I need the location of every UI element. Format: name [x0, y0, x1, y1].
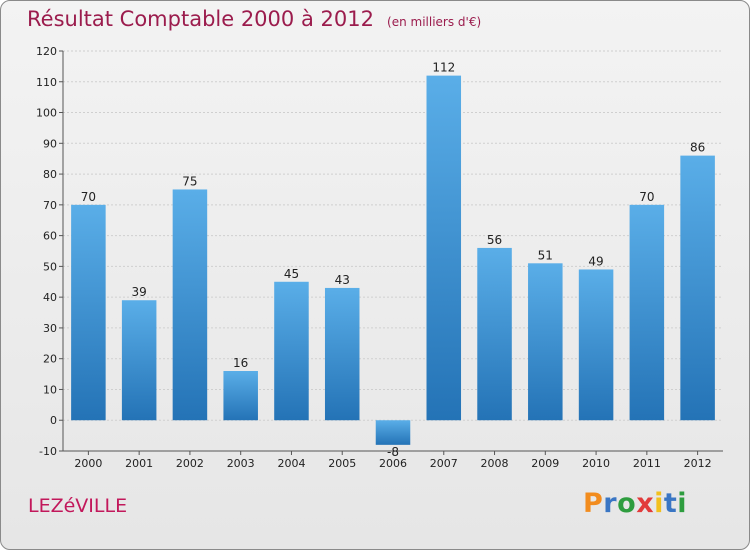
y-tick-label: 30: [43, 322, 57, 335]
bar-2005: [324, 287, 360, 421]
y-tick-label: 0: [50, 414, 57, 427]
proxiti-logo: Proxiti: [583, 488, 687, 519]
chart-subtitle: (en milliers d'€): [387, 15, 482, 29]
x-tick-label: 2008: [481, 457, 509, 470]
logo-letter: P: [583, 488, 604, 519]
data-label: 112: [432, 61, 455, 75]
y-tick-label: 50: [43, 260, 57, 273]
data-label: 39: [132, 285, 147, 299]
town-name: LEZéVILLE: [28, 495, 128, 517]
x-tick-label: 2000: [74, 457, 102, 470]
y-tick-label: 70: [43, 199, 57, 212]
y-tick-label: -10: [39, 445, 57, 458]
bar-2004: [274, 281, 309, 421]
x-tick-label: 2004: [277, 457, 305, 470]
data-label: 16: [233, 356, 248, 370]
data-label: 75: [182, 174, 197, 188]
logo-letter: r: [603, 488, 618, 519]
logo-letter: x: [636, 488, 655, 519]
data-label: 86: [690, 141, 705, 155]
title-row: Résultat Comptable 2000 à 2012 (en milli…: [27, 7, 481, 31]
x-tick-label: 2010: [582, 457, 610, 470]
y-tick-label: 20: [43, 353, 57, 366]
x-tick-label: 2006: [379, 457, 407, 470]
bar-2012: [680, 155, 715, 421]
data-label: -8: [387, 445, 399, 459]
x-tick-label: 2011: [633, 457, 661, 470]
bar-2007: [426, 75, 462, 421]
bar-2006: [375, 420, 411, 445]
x-tick-label: 2007: [430, 457, 458, 470]
logo-letter: t: [663, 488, 678, 519]
bar-2009: [528, 263, 563, 421]
y-tick-label: 120: [36, 45, 57, 58]
y-tick-label: 100: [36, 107, 57, 120]
y-tick-label: 90: [43, 137, 57, 150]
chart-title: Résultat Comptable 2000 à 2012: [27, 7, 374, 31]
data-label: 70: [639, 190, 654, 204]
y-tick-label: 10: [43, 383, 57, 396]
x-tick-label: 2005: [328, 457, 356, 470]
data-label: 70: [81, 190, 96, 204]
data-label: 51: [538, 248, 553, 262]
logo-letter: i: [654, 488, 664, 519]
y-tick-label: 60: [43, 230, 57, 243]
data-label: 43: [335, 273, 350, 287]
x-tick-label: 2003: [227, 457, 255, 470]
logo-letter: o: [617, 488, 637, 519]
y-tick-label: 80: [43, 168, 57, 181]
bar-2003: [223, 371, 258, 421]
y-tick-label: 40: [43, 291, 57, 304]
x-tick-label: 2002: [176, 457, 204, 470]
x-tick-label: 2009: [531, 457, 559, 470]
y-tick-label: 110: [36, 76, 57, 89]
data-label: 45: [284, 267, 299, 281]
bar-2001: [121, 300, 157, 421]
bar-2002: [172, 189, 208, 421]
bar-2000: [71, 204, 106, 421]
bar-2008: [477, 247, 512, 421]
bar-2010: [578, 269, 614, 421]
data-label: 49: [588, 254, 603, 268]
bar-2011: [629, 204, 665, 421]
logo-letter: i: [677, 488, 688, 519]
x-tick-label: 2001: [125, 457, 153, 470]
x-tick-label: 2012: [684, 457, 712, 470]
data-label: 56: [487, 233, 502, 247]
